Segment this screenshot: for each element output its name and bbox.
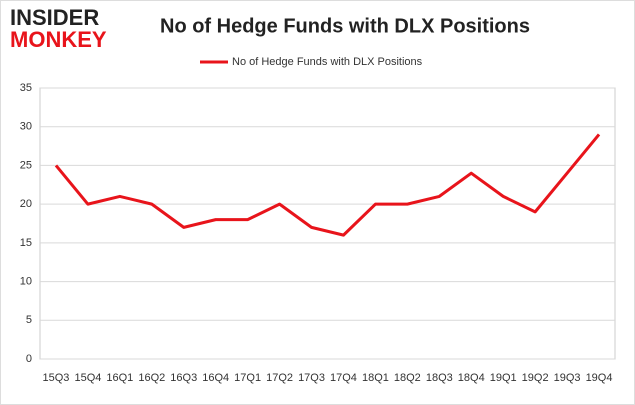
x-tick-label: 19Q1 bbox=[490, 372, 517, 384]
y-tick-label: 35 bbox=[20, 82, 32, 94]
y-tick-label: 15 bbox=[20, 237, 32, 249]
y-tick-label: 30 bbox=[20, 121, 32, 133]
x-tick-label: 16Q3 bbox=[170, 372, 197, 384]
x-tick-label: 19Q3 bbox=[554, 372, 581, 384]
x-tick-label: 16Q2 bbox=[138, 372, 165, 384]
x-tick-label: 19Q4 bbox=[586, 372, 613, 384]
x-tick-label: 18Q2 bbox=[394, 372, 421, 384]
x-tick-label: 17Q1 bbox=[234, 372, 261, 384]
x-tick-label: 15Q4 bbox=[74, 372, 101, 384]
line-series bbox=[54, 133, 601, 237]
x-tick-label: 18Q3 bbox=[426, 372, 453, 384]
x-tick-label: 18Q1 bbox=[362, 372, 389, 384]
x-tick-label: 17Q3 bbox=[298, 372, 325, 384]
logo-line2: MONKEY bbox=[10, 27, 107, 52]
y-tick-label: 10 bbox=[20, 275, 32, 287]
x-tick-label: 17Q4 bbox=[330, 372, 357, 384]
chart-title: No of Hedge Funds with DLX Positions bbox=[160, 15, 530, 37]
x-tick-label: 19Q2 bbox=[522, 372, 549, 384]
y-tick-label: 20 bbox=[20, 198, 32, 210]
y-tick-label: 0 bbox=[26, 353, 32, 365]
x-tick-label: 17Q2 bbox=[266, 372, 293, 384]
x-tick-label: 16Q1 bbox=[106, 372, 133, 384]
y-tick-label: 5 bbox=[26, 314, 32, 326]
logo-line1: INSIDER bbox=[10, 5, 99, 30]
x-tick-label: 15Q3 bbox=[43, 372, 70, 384]
x-tick-label: 16Q4 bbox=[202, 372, 229, 384]
x-tick-label: 18Q4 bbox=[458, 372, 485, 384]
y-tick-label: 25 bbox=[20, 159, 32, 171]
legend-label: No of Hedge Funds with DLX Positions bbox=[232, 56, 423, 68]
